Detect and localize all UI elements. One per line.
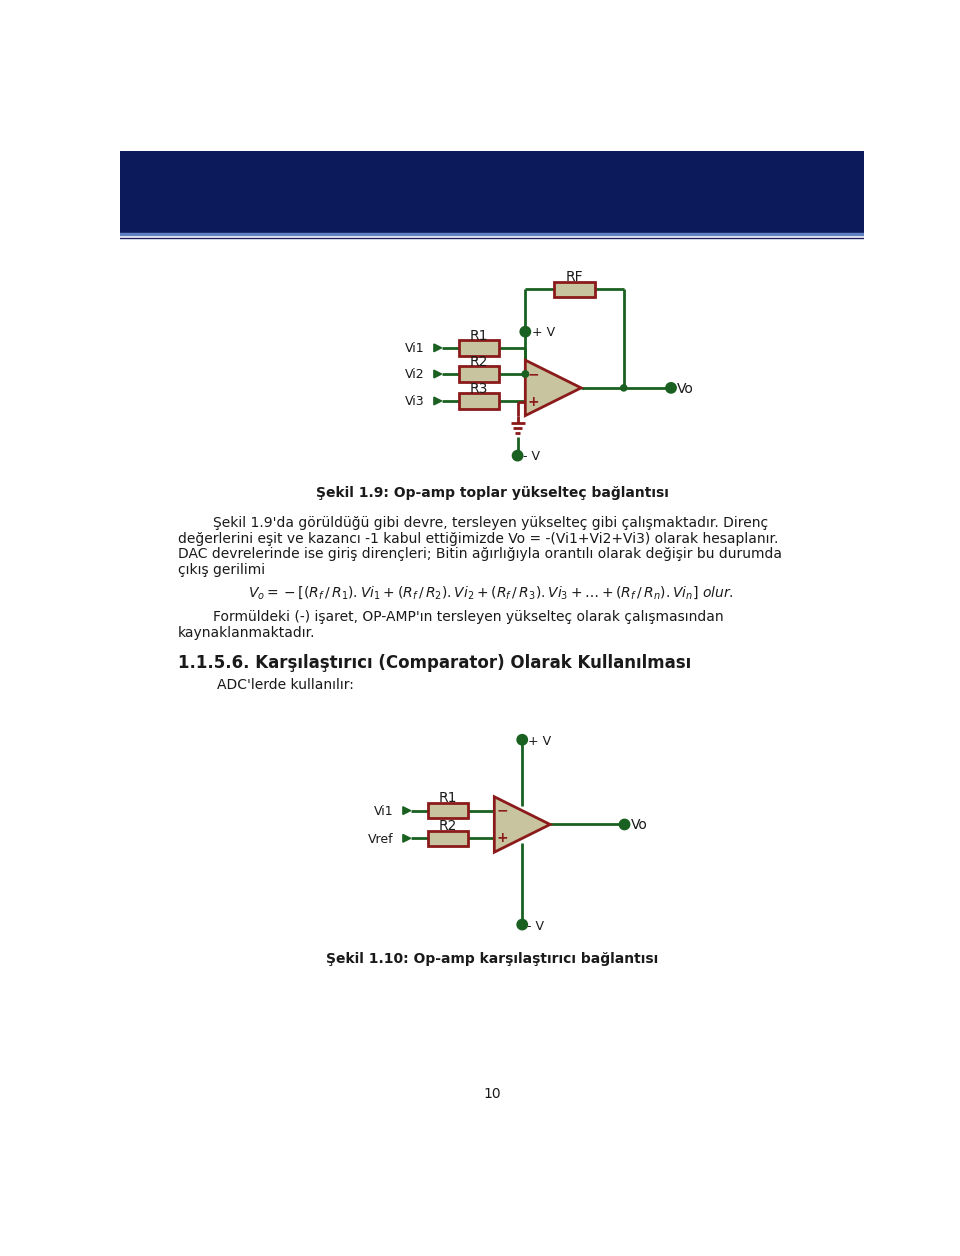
Bar: [459, 393, 499, 408]
Bar: [120, 151, 864, 231]
Text: - V: - V: [527, 919, 544, 933]
Text: Vi1: Vi1: [405, 342, 424, 355]
Text: Şekil 1.9: Op-amp toplar yükselteç bağlantısı: Şekil 1.9: Op-amp toplar yükselteç bağla…: [316, 486, 668, 500]
Text: −: −: [527, 367, 539, 381]
Text: 10: 10: [483, 1086, 501, 1102]
Text: Formüldeki (-) işaret, OP-AMP'ın tersleyen yükselteç olarak çalışmasından: Formüldeki (-) işaret, OP-AMP'ın tersley…: [179, 610, 724, 624]
Bar: [459, 340, 499, 355]
Polygon shape: [434, 397, 442, 404]
Text: R3: R3: [469, 382, 488, 396]
Polygon shape: [403, 806, 411, 814]
Text: çıkış gerilimi: çıkış gerilimi: [179, 563, 265, 577]
Circle shape: [621, 384, 627, 391]
Text: Şekil 1.10: Op-amp karşılaştırıcı bağlantısı: Şekil 1.10: Op-amp karşılaştırıcı bağlan…: [325, 952, 659, 966]
Bar: [554, 281, 594, 296]
Bar: [427, 803, 468, 819]
Text: −: −: [496, 804, 508, 818]
Text: kaynaklanmaktadır.: kaynaklanmaktadır.: [179, 625, 316, 639]
Text: $V_o = -[(R_f\,/\,R_1).Vi_1 + (R_f\,/\,R_2).Vi_2 + (R_f\,/\,R_3).Vi_3 + \ldots +: $V_o = -[(R_f\,/\,R_1).Vi_1 + (R_f\,/\,R…: [248, 584, 733, 602]
Text: + V: + V: [528, 735, 552, 747]
Text: +: +: [496, 831, 508, 845]
Circle shape: [520, 327, 530, 337]
Polygon shape: [494, 796, 550, 852]
Text: R1: R1: [439, 791, 457, 805]
Polygon shape: [525, 360, 581, 416]
Circle shape: [517, 735, 527, 745]
Text: R1: R1: [469, 329, 488, 343]
Text: Vref: Vref: [368, 833, 394, 845]
Text: + V: + V: [532, 327, 555, 339]
Bar: [427, 830, 468, 847]
Text: Vi2: Vi2: [405, 368, 424, 382]
Text: değerlerini eşit ve kazancı -1 kabul ettiğimizde Vo = -(Vi1+Vi2+Vi3) olarak hesa: değerlerini eşit ve kazancı -1 kabul ett…: [179, 531, 779, 546]
Polygon shape: [434, 344, 442, 352]
Text: R2: R2: [469, 354, 488, 369]
Text: - V: - V: [523, 450, 540, 463]
Text: Vo: Vo: [631, 818, 648, 833]
Text: RF: RF: [565, 270, 584, 284]
Text: Vi3: Vi3: [405, 396, 424, 408]
Circle shape: [517, 919, 527, 929]
Polygon shape: [403, 834, 411, 843]
Text: 1.1.5.6. Karşılaştırıcı (Comparator) Olarak Kullanılması: 1.1.5.6. Karşılaştırıcı (Comparator) Ola…: [179, 653, 691, 672]
Circle shape: [513, 451, 522, 460]
Text: ADC'lerde kullanılır:: ADC'lerde kullanılır:: [217, 678, 353, 692]
Text: Şekil 1.9'da görüldüğü gibi devre, tersleyen yükselteç gibi çalışmaktadır. Diren: Şekil 1.9'da görüldüğü gibi devre, tersl…: [179, 516, 768, 530]
Text: +: +: [527, 394, 539, 408]
Circle shape: [522, 371, 528, 377]
Text: Vo: Vo: [677, 382, 694, 396]
Bar: [459, 367, 499, 382]
Circle shape: [666, 383, 676, 392]
Text: Vi1: Vi1: [374, 805, 394, 818]
Text: R2: R2: [439, 819, 457, 833]
Polygon shape: [434, 371, 442, 378]
Text: DAC devrelerinde ise giriş dirençleri; Bitin ağırlığıyla orantılı olarak değişir: DAC devrelerinde ise giriş dirençleri; B…: [179, 548, 782, 561]
Circle shape: [620, 820, 629, 829]
Circle shape: [522, 371, 528, 377]
